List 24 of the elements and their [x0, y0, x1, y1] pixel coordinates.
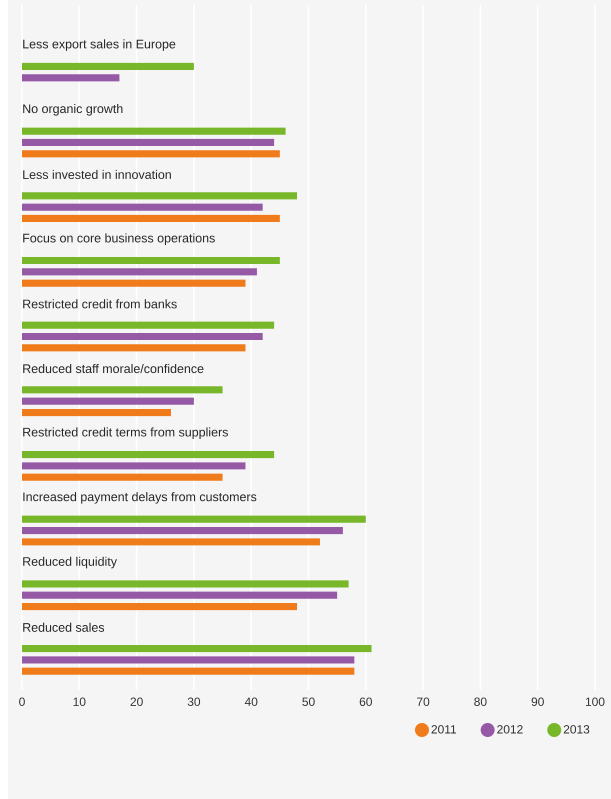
y-tick-label: Reduced liquidity	[23, 556, 117, 568]
x-tick-label: 100	[586, 698, 605, 706]
x-tick-label: 40	[244, 698, 258, 706]
x-tick-label: 20	[130, 698, 143, 706]
y-tick-label: Restricted credit terms from suppliers	[23, 427, 228, 440]
x-tick-label: 0	[19, 698, 25, 706]
y-tick-label: No organic growth	[23, 104, 122, 116]
x-tick-label: 10	[74, 698, 86, 706]
legend-label: 2012	[497, 725, 523, 734]
x-tick-label: 30	[188, 698, 200, 706]
y-tick-label: Increased payment delays from customers	[23, 492, 256, 504]
y-tick-label: Less invested in innovation	[23, 170, 171, 180]
legend-label: 2013	[564, 725, 590, 734]
y-tick-label: Reduced sales	[23, 622, 104, 632]
x-tick-label: 70	[417, 698, 430, 706]
y-tick-label: Focus on core business operations	[23, 233, 215, 245]
x-tick-label: 80	[474, 698, 487, 706]
x-tick-label: 90	[532, 698, 544, 706]
y-tick-label: Reduced staff morale/confidence	[23, 364, 204, 374]
y-tick-label: Restricted credit from banks	[23, 299, 177, 308]
legend-label: 2011	[432, 725, 456, 734]
y-tick-label: Less export sales in Europe	[23, 39, 176, 51]
x-tick-label: 50	[302, 698, 315, 706]
x-tick-label: 60	[360, 698, 372, 706]
